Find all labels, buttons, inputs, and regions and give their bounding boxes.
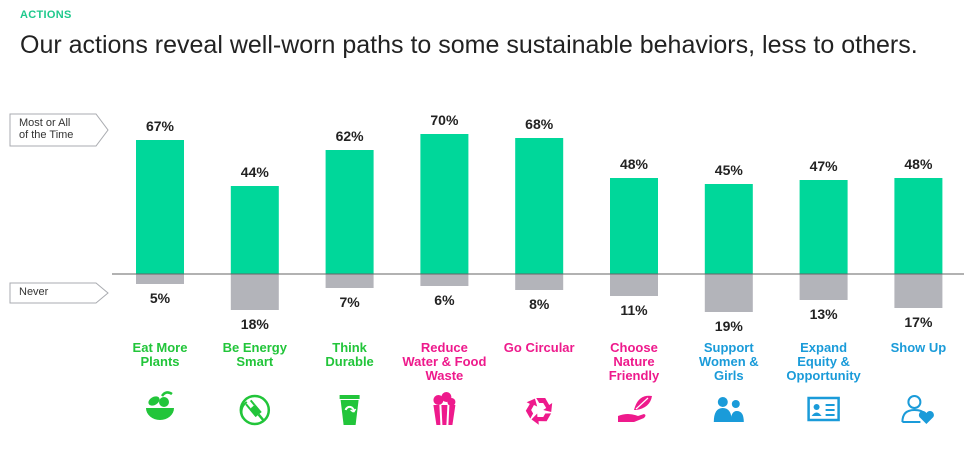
bar-most-or-all-4 <box>515 138 564 274</box>
value-label-never-8: 17% <box>904 314 933 330</box>
value-label-most-or-all-0: 67% <box>146 118 175 134</box>
people-group-icon <box>713 397 744 422</box>
energy-plug-icon <box>239 394 271 426</box>
value-label-never-3: 6% <box>434 292 455 308</box>
category-label-2: Think <box>332 340 367 355</box>
category-label-6: Support <box>704 340 754 355</box>
bottom-axis-label: Never <box>9 282 109 304</box>
bar-never-5 <box>610 274 658 296</box>
category-label-6: Women & <box>699 354 759 369</box>
id-card-icon <box>807 396 840 422</box>
bars: 67% 5% 44% 18% 62% 7% 70% 6% 68% 8% 48% 11% 45% 19% 47… <box>136 112 943 334</box>
plant-bowl-icon <box>146 391 174 420</box>
category-label-5: Choose <box>610 340 658 355</box>
bar-never-7 <box>799 274 848 300</box>
category-icons <box>146 391 934 426</box>
bar-never-0 <box>136 274 184 284</box>
top-axis-label-text: of the Time <box>19 129 73 141</box>
reusable-cup-icon <box>339 395 360 425</box>
bar-most-or-all-8 <box>894 178 943 274</box>
bar-never-8 <box>894 274 943 308</box>
bar-never-6 <box>704 274 753 312</box>
value-label-most-or-all-2: 62% <box>336 128 365 144</box>
category-label-4: Go Circular <box>504 340 575 355</box>
category-label-3: Water & Food <box>402 354 486 369</box>
category-label-1: Smart <box>236 354 274 369</box>
category-label-1: Be Energy <box>223 340 288 355</box>
bottom-axis-label-text: Never <box>19 286 49 298</box>
bar-most-or-all-2 <box>325 150 374 274</box>
value-label-most-or-all-4: 68% <box>525 116 554 132</box>
value-label-never-2: 7% <box>339 294 360 310</box>
bar-most-or-all-6 <box>704 184 753 274</box>
category-label-3: Waste <box>425 368 463 383</box>
value-label-most-or-all-8: 48% <box>904 156 933 172</box>
bar-never-1 <box>230 274 279 310</box>
bar-most-or-all-1 <box>230 186 279 274</box>
value-label-most-or-all-1: 44% <box>241 164 270 180</box>
category-label-0: Eat More <box>133 340 188 355</box>
value-label-never-4: 8% <box>529 296 550 312</box>
bottom-axis-label-shape <box>9 282 109 304</box>
person-heart-icon <box>901 395 934 424</box>
bar-most-or-all-0 <box>136 140 184 274</box>
category-label-8: Show Up <box>891 340 947 355</box>
bar-most-or-all-3 <box>420 134 469 274</box>
top-axis-label-shape <box>9 113 109 147</box>
bar-never-4 <box>515 274 564 290</box>
bar-most-or-all-5 <box>610 178 658 274</box>
value-label-never-0: 5% <box>150 290 171 306</box>
category-label-6: Girls <box>714 368 744 383</box>
value-label-never-7: 13% <box>810 306 839 322</box>
chart-title: Our actions reveal well-worn paths to so… <box>20 31 918 59</box>
category-label-3: Reduce <box>421 340 468 355</box>
hand-leaf-icon <box>618 395 652 422</box>
value-label-most-or-all-3: 70% <box>430 112 459 128</box>
category-label-5: Friendly <box>609 368 660 383</box>
value-label-most-or-all-5: 48% <box>620 156 649 172</box>
value-label-most-or-all-6: 45% <box>715 162 744 178</box>
value-label-never-6: 19% <box>715 318 744 334</box>
popcorn-bucket-icon <box>433 392 456 426</box>
value-label-never-5: 11% <box>620 302 648 318</box>
top-axis-label-text: Most or All <box>19 117 70 129</box>
category-label-5: Nature <box>613 354 654 369</box>
recycle-icon <box>525 398 553 425</box>
bar-never-2 <box>325 274 374 288</box>
category-label-7: Expand <box>800 340 847 355</box>
value-label-never-1: 18% <box>241 316 270 332</box>
bar-most-or-all-7 <box>799 180 848 274</box>
category-label-2: Durable <box>325 354 373 369</box>
category-label-7: Opportunity <box>786 368 861 383</box>
value-label-most-or-all-7: 47% <box>810 158 839 174</box>
category-label-0: Plants <box>140 354 179 369</box>
section-kicker: ACTIONS <box>20 9 72 21</box>
category-label-7: Equity & <box>797 354 850 369</box>
bar-never-3 <box>420 274 469 286</box>
